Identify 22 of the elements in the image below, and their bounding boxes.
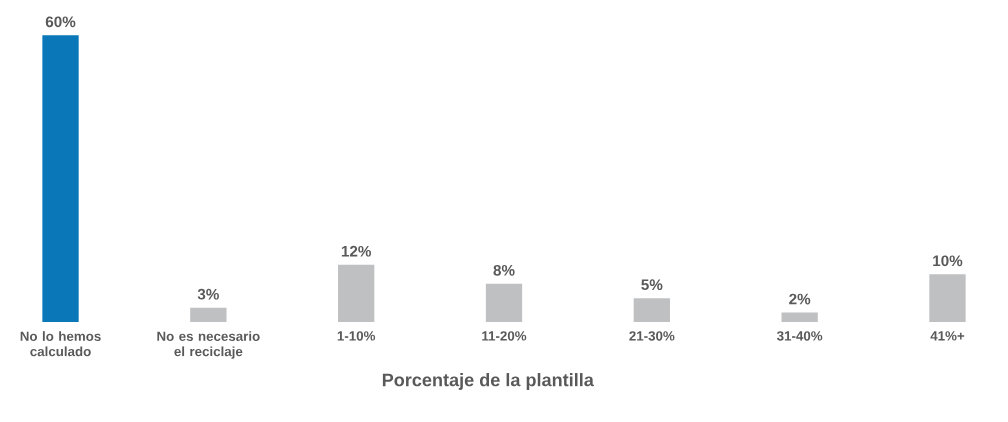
x-tick-label: No es necesario el reciclaje	[157, 331, 260, 360]
data-label: 60%	[45, 16, 76, 28]
data-label: 10%	[933, 255, 963, 267]
x-tick-label: 21-30%	[629, 331, 675, 341]
data-label: 5%	[641, 279, 663, 291]
data-label: 8%	[493, 265, 515, 276]
x-axis-title: Porcentaje de la plantilla	[382, 373, 594, 391]
data-label: 3%	[197, 289, 219, 300]
bar	[929, 274, 966, 323]
bar	[633, 298, 670, 323]
x-tick-label: No lo hemos calculado	[20, 331, 101, 357]
data-label: 2%	[789, 293, 811, 305]
x-tick-label: 31-40%	[776, 331, 823, 341]
bar	[485, 284, 523, 323]
x-tick-label: 41%+	[930, 331, 965, 341]
bar	[190, 308, 227, 323]
bar	[338, 265, 375, 323]
bar	[42, 35, 79, 323]
bar	[781, 312, 818, 323]
x-tick-label: 11-20%	[482, 331, 527, 341]
data-label: 12%	[341, 246, 372, 257]
x-tick-label: 1-10%	[337, 331, 376, 341]
